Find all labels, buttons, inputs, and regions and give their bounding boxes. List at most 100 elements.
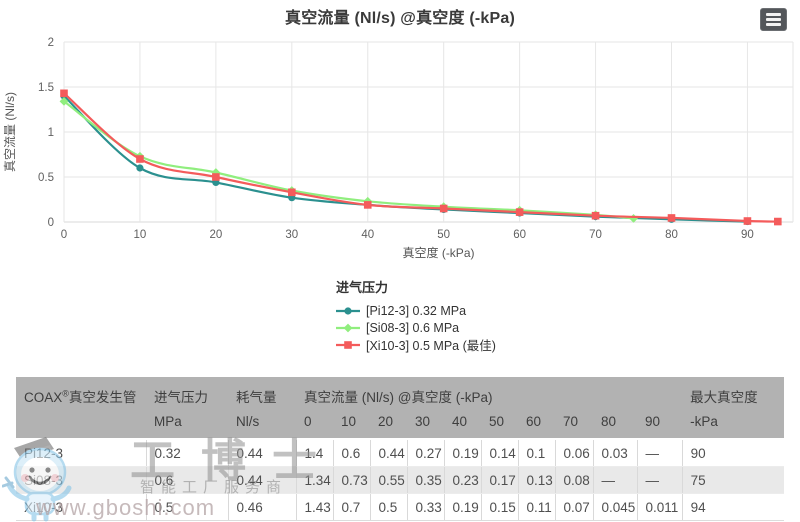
spec-table-header: COAX®真空发生管 进气压力 耗气量 真空流量 (Nl/s) @真空度 (-k… xyxy=(16,377,785,440)
table-row: Xi10-3 0.5 0.46 1.43 0.7 0.5 0.33 0.19 0.15 0.11 0… xyxy=(16,493,785,521)
series-line xyxy=(62,94,749,223)
flow-cell: — xyxy=(636,439,683,467)
consumption-cell: 0.46 xyxy=(227,493,296,521)
legend-item[interactable]: [Si08-3] 0.6 MPa xyxy=(336,320,496,335)
spec-table-body: Pi12-3 0.32 0.44 1.4 0.6 0.44 0.27 0.19 0.14 0.1 0… xyxy=(16,439,785,521)
pressure-cell: 0.5 xyxy=(145,493,228,521)
flow-cell: 0.15 xyxy=(480,493,518,521)
data-point[interactable] xyxy=(136,155,144,163)
vacuum-level-header: 70 xyxy=(555,410,593,440)
data-point[interactable] xyxy=(59,97,69,106)
flow-cell: 0.14 xyxy=(480,439,518,467)
spec-table: COAX®真空发生管 进气压力 耗气量 真空流量 (Nl/s) @真空度 (-k… xyxy=(16,377,785,521)
flow-cell: 0.17 xyxy=(480,466,518,494)
flow-cell: — xyxy=(636,466,683,494)
flow-cell: 1.34 xyxy=(295,466,333,494)
vacuum-level-header: 80 xyxy=(593,410,637,440)
data-point[interactable] xyxy=(363,201,372,209)
legend-marker-square xyxy=(336,340,360,349)
legend-marker-circle xyxy=(336,306,360,315)
x-tick-label: 0 xyxy=(61,229,67,241)
x-axis-title: 真空度 (-kPa) xyxy=(402,245,474,260)
col-product-header: COAX®真空发生管 xyxy=(16,377,146,410)
data-point[interactable] xyxy=(667,214,676,222)
y-tick-label: 0 xyxy=(48,217,54,229)
flow-cell: 1.43 xyxy=(295,493,333,521)
flow-cell: 0.19 xyxy=(443,493,481,521)
legend-item-label: [Pi12-3] 0.32 MPa xyxy=(366,303,467,318)
x-tick-label: 50 xyxy=(437,229,450,241)
unit-pressure-cell: MPa xyxy=(146,410,228,440)
x-tick-label: 60 xyxy=(513,229,526,241)
hamburger-icon xyxy=(766,18,781,21)
y-tick-label: 2 xyxy=(48,37,54,49)
legend-item[interactable]: [Pi12-3] 0.32 MPa xyxy=(336,303,496,318)
data-point[interactable] xyxy=(515,208,524,216)
flow-cell: 0.011 xyxy=(636,493,683,521)
data-point[interactable] xyxy=(344,306,352,315)
flow-cell: — xyxy=(592,466,637,494)
x-tick-label: 40 xyxy=(361,229,374,241)
max-vacuum-cell: 75 xyxy=(681,466,785,494)
series-square xyxy=(60,89,782,226)
data-point[interactable] xyxy=(344,340,352,349)
plot-area[interactable]: 0 10 20 30 40 50 60 70 80 90 0 0.5 1 1.5 2 真空度 (-kPa) 真空… xyxy=(0,0,800,270)
data-point[interactable] xyxy=(743,217,752,225)
flow-cell: 0.6 xyxy=(332,439,370,467)
data-point[interactable] xyxy=(343,323,353,332)
consumption-cell: 0.44 xyxy=(227,466,296,494)
table-row: Pi12-3 0.32 0.44 1.4 0.6 0.44 0.27 0.19 0.14 0.1 0… xyxy=(16,439,785,467)
vacuum-level-header: 50 xyxy=(481,410,518,440)
pressure-cell: 0.32 xyxy=(145,439,228,467)
col-flow-header: 真空流量 (Nl/s) @真空度 (-kPa) xyxy=(296,377,683,410)
x-tick-label: 10 xyxy=(134,229,147,241)
chart-title: 真空流量 (Nl/s) @真空度 (-kPa) xyxy=(285,10,515,27)
flow-cell: 0.73 xyxy=(332,466,370,494)
flow-cell: 0.23 xyxy=(443,466,481,494)
flow-cell: 0.27 xyxy=(406,439,444,467)
flow-cell: 0.19 xyxy=(443,439,481,467)
legend-item[interactable]: [Xi10-3] 0.5 MPa (最佳) xyxy=(336,337,496,353)
col-max-vacuum-header: 最大真空度 xyxy=(682,377,785,410)
flow-cell: 0.11 xyxy=(517,493,555,521)
model-cell: Xi10-3 xyxy=(16,493,146,521)
data-point[interactable] xyxy=(629,214,638,223)
flow-cell: 0.07 xyxy=(554,493,593,521)
col-pressure-header: 进气压力 xyxy=(146,377,228,410)
chart-context-menu-button[interactable] xyxy=(760,8,787,31)
data-point[interactable] xyxy=(439,204,448,213)
flow-cell: 0.03 xyxy=(592,439,637,467)
model-cell: Si08-3 xyxy=(16,466,146,494)
flow-cell: 0.33 xyxy=(406,493,444,521)
legend-item-label: [Xi10-3] 0.5 MPa (最佳) xyxy=(366,339,496,353)
x-tick-label: 20 xyxy=(209,229,222,241)
x-tick-label: 30 xyxy=(285,229,298,241)
unit-consumption-cell: Nl/s xyxy=(228,410,296,440)
vacuum-level-header: 20 xyxy=(370,410,407,440)
consumption-cell: 0.44 xyxy=(227,439,296,467)
x-tick-label: 80 xyxy=(665,229,678,241)
vacuum-level-header: 40 xyxy=(444,410,481,440)
flow-cell: 0.7 xyxy=(332,493,370,521)
flow-cell: 0.55 xyxy=(369,466,407,494)
flow-cell: 0.44 xyxy=(369,439,407,467)
flow-cell: 0.06 xyxy=(554,439,593,467)
hamburger-icon xyxy=(766,23,781,26)
data-point[interactable] xyxy=(212,173,220,181)
y-tick-label: 1 xyxy=(48,127,54,139)
y-tick-label: 1.5 xyxy=(38,82,54,94)
series-line xyxy=(62,100,635,220)
chart-card: 0 10 20 30 40 50 60 70 80 90 0 0.5 1 1.5 2 真空度 (-kPa) 真空… xyxy=(0,0,800,353)
vacuum-level-header: 10 xyxy=(333,410,370,440)
data-point[interactable] xyxy=(774,217,782,226)
data-point[interactable] xyxy=(288,188,296,197)
data-point[interactable] xyxy=(591,211,600,220)
y-axis-title: 真空流量 (Nl/s) xyxy=(3,92,17,172)
data-point[interactable] xyxy=(136,164,144,172)
x-tick-label: 90 xyxy=(741,229,754,241)
unit-blank-cell xyxy=(16,410,146,440)
data-point[interactable] xyxy=(60,89,68,98)
flow-cell: 1.4 xyxy=(295,439,333,467)
series-line xyxy=(62,92,779,223)
flow-cell: 0.13 xyxy=(517,466,555,494)
